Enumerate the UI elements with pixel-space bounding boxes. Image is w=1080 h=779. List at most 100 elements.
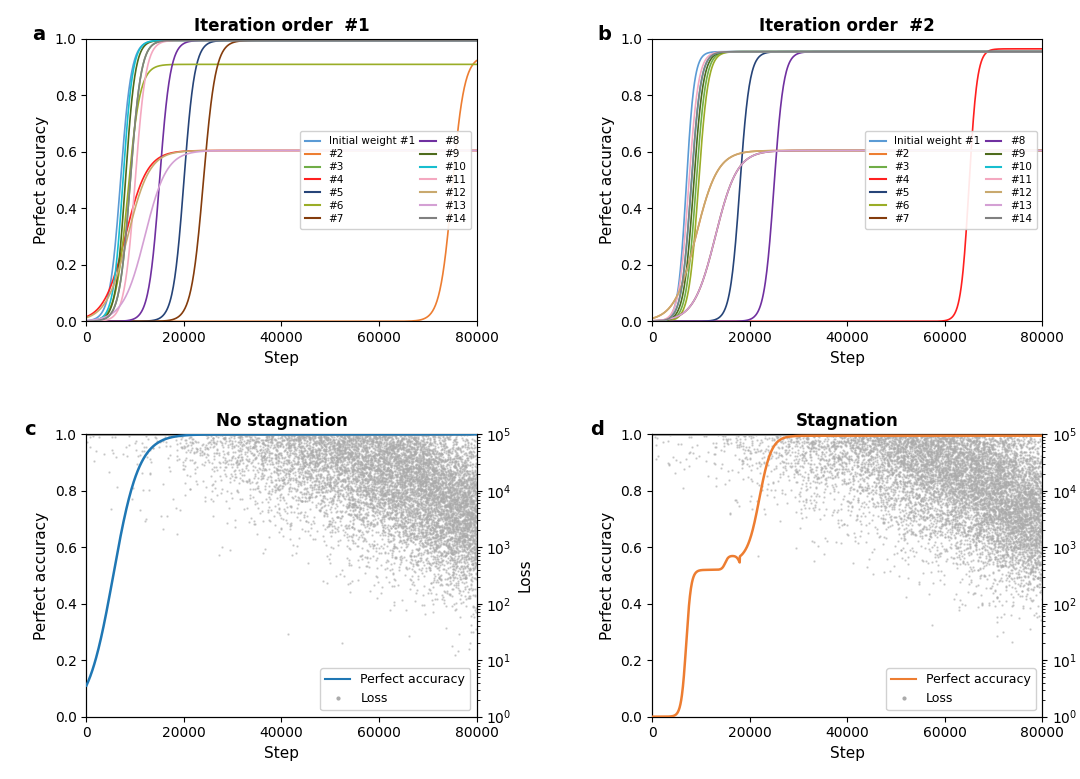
Point	[119, 428, 136, 441]
Point	[443, 476, 460, 488]
Point	[933, 564, 950, 576]
Point	[245, 428, 262, 441]
Point	[438, 500, 456, 513]
Point	[275, 428, 293, 441]
Point	[662, 428, 679, 441]
Point	[254, 428, 271, 441]
Point	[432, 509, 449, 522]
Point	[306, 435, 323, 448]
Point	[415, 449, 432, 461]
Point	[145, 428, 162, 441]
Point	[406, 434, 423, 446]
Point	[1001, 431, 1018, 443]
Point	[316, 506, 334, 519]
Point	[384, 462, 402, 474]
Point	[721, 428, 739, 441]
Point	[860, 428, 877, 441]
Point	[321, 428, 338, 441]
Point	[217, 428, 234, 441]
Point	[650, 428, 667, 441]
Point	[447, 541, 464, 553]
Point	[686, 428, 703, 441]
Point	[912, 471, 929, 483]
Point	[792, 428, 809, 441]
Point	[172, 428, 189, 441]
Point	[116, 428, 133, 441]
Point	[863, 428, 880, 441]
Point	[110, 428, 127, 441]
Point	[435, 521, 453, 534]
Point	[838, 428, 855, 441]
Point	[442, 450, 459, 463]
Point	[129, 428, 146, 441]
Point	[703, 428, 720, 441]
Point	[914, 458, 931, 471]
Point	[328, 428, 346, 441]
Point	[279, 440, 296, 453]
Point	[449, 480, 467, 492]
Point	[806, 536, 823, 548]
Point	[1017, 522, 1035, 534]
Point	[438, 504, 456, 516]
Point	[1011, 485, 1028, 498]
Point	[786, 428, 804, 441]
Point	[1002, 513, 1020, 526]
Point	[219, 428, 237, 441]
Point	[812, 428, 829, 441]
Point	[117, 428, 134, 441]
Point	[296, 428, 313, 441]
Point	[79, 428, 96, 441]
Point	[816, 433, 834, 446]
Point	[994, 502, 1011, 514]
Point	[839, 504, 856, 516]
Point	[950, 465, 968, 478]
Point	[227, 428, 244, 441]
Point	[944, 521, 961, 534]
Point	[197, 428, 214, 441]
Point	[860, 428, 877, 441]
Point	[711, 428, 728, 441]
Point	[366, 428, 383, 441]
Point	[334, 428, 351, 441]
Point	[158, 428, 175, 441]
Point	[975, 428, 993, 441]
Point	[150, 428, 167, 441]
Point	[357, 428, 375, 441]
Point	[721, 428, 739, 441]
Point	[291, 428, 308, 441]
Point	[863, 460, 880, 472]
Point	[701, 428, 718, 441]
Point	[409, 497, 427, 509]
Point	[856, 428, 874, 441]
Point	[335, 432, 352, 444]
Point	[729, 428, 746, 441]
Point	[831, 428, 848, 441]
Point	[433, 493, 450, 506]
Point	[187, 428, 204, 441]
Point	[102, 428, 119, 441]
Point	[968, 471, 985, 484]
Point	[246, 428, 264, 441]
Point	[327, 488, 345, 500]
Point	[399, 463, 416, 475]
Point	[662, 428, 679, 441]
Point	[251, 435, 268, 448]
Point	[176, 454, 193, 467]
Point	[315, 428, 333, 441]
Point	[159, 428, 176, 441]
Point	[760, 428, 778, 441]
Point	[671, 428, 688, 441]
Point	[146, 428, 163, 441]
Point	[866, 428, 883, 441]
Point	[430, 428, 447, 441]
Point	[755, 428, 772, 441]
Point	[801, 428, 819, 441]
Point	[234, 428, 252, 441]
Point	[946, 440, 963, 453]
Point	[653, 428, 671, 441]
Point	[794, 428, 811, 441]
Point	[793, 428, 810, 441]
Point	[456, 507, 473, 520]
Point	[827, 428, 845, 441]
Point	[252, 428, 269, 441]
